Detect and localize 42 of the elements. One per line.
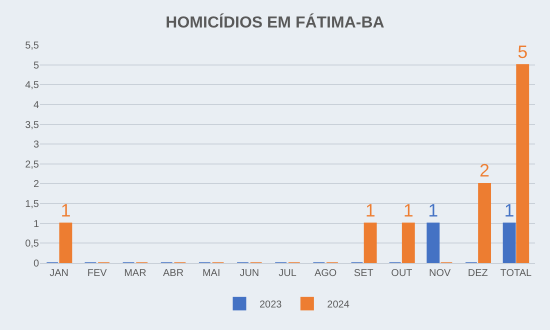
x-tick-label: JAN <box>50 268 68 279</box>
x-tick-label: ABR <box>162 268 184 279</box>
x-tick-label: JUN <box>240 268 260 279</box>
y-tick-label: 5 <box>33 60 40 72</box>
x-tick-label: JUL <box>278 268 297 279</box>
x-tick-label: TOTAL <box>500 268 532 279</box>
y-tick-label: 4,5 <box>25 80 40 92</box>
data-label: 1 <box>60 200 71 220</box>
x-tick-label: SET <box>354 268 374 279</box>
y-tick-label: 0 <box>33 258 40 270</box>
bar <box>502 222 516 263</box>
y-tick-label: 2 <box>33 179 40 190</box>
x-tick-label: MAR <box>124 268 146 279</box>
x-tick-label: MAI <box>202 268 220 279</box>
x-tick-label: FEV <box>87 268 108 279</box>
bar <box>516 64 530 263</box>
x-tick-label: NOV <box>428 268 451 279</box>
x-tick-label: DEZ <box>468 268 488 279</box>
bar <box>478 182 492 263</box>
x-tick-label: OUT <box>391 268 412 279</box>
legend-label: 2024 <box>327 300 350 311</box>
y-tick-label: 2,5 <box>25 159 40 170</box>
data-label: 1 <box>504 200 514 220</box>
data-label: 2 <box>480 160 490 181</box>
data-label: 5 <box>518 42 528 62</box>
bar <box>59 222 72 263</box>
y-tick-label: 1 <box>33 218 40 230</box>
x-tick-label: AGO <box>314 268 337 279</box>
bar <box>402 222 415 263</box>
y-tick-label: 0,5 <box>25 238 40 250</box>
y-tick-label: 3 <box>33 140 40 151</box>
y-tick-label: 5,5 <box>25 40 40 52</box>
bar <box>426 222 440 263</box>
data-label: 1 <box>428 200 438 220</box>
y-tick-label: 3,5 <box>25 120 40 131</box>
y-tick-label: 4 <box>33 100 40 111</box>
data-label: 1 <box>365 200 376 220</box>
y-tick-label: 1,5 <box>25 199 40 210</box>
legend-label: 2023 <box>260 300 282 311</box>
data-label: 1 <box>403 200 414 220</box>
chart-title: HOMICÍDIOS EM FÁTIMA-BA <box>166 12 385 32</box>
bar <box>364 222 377 263</box>
